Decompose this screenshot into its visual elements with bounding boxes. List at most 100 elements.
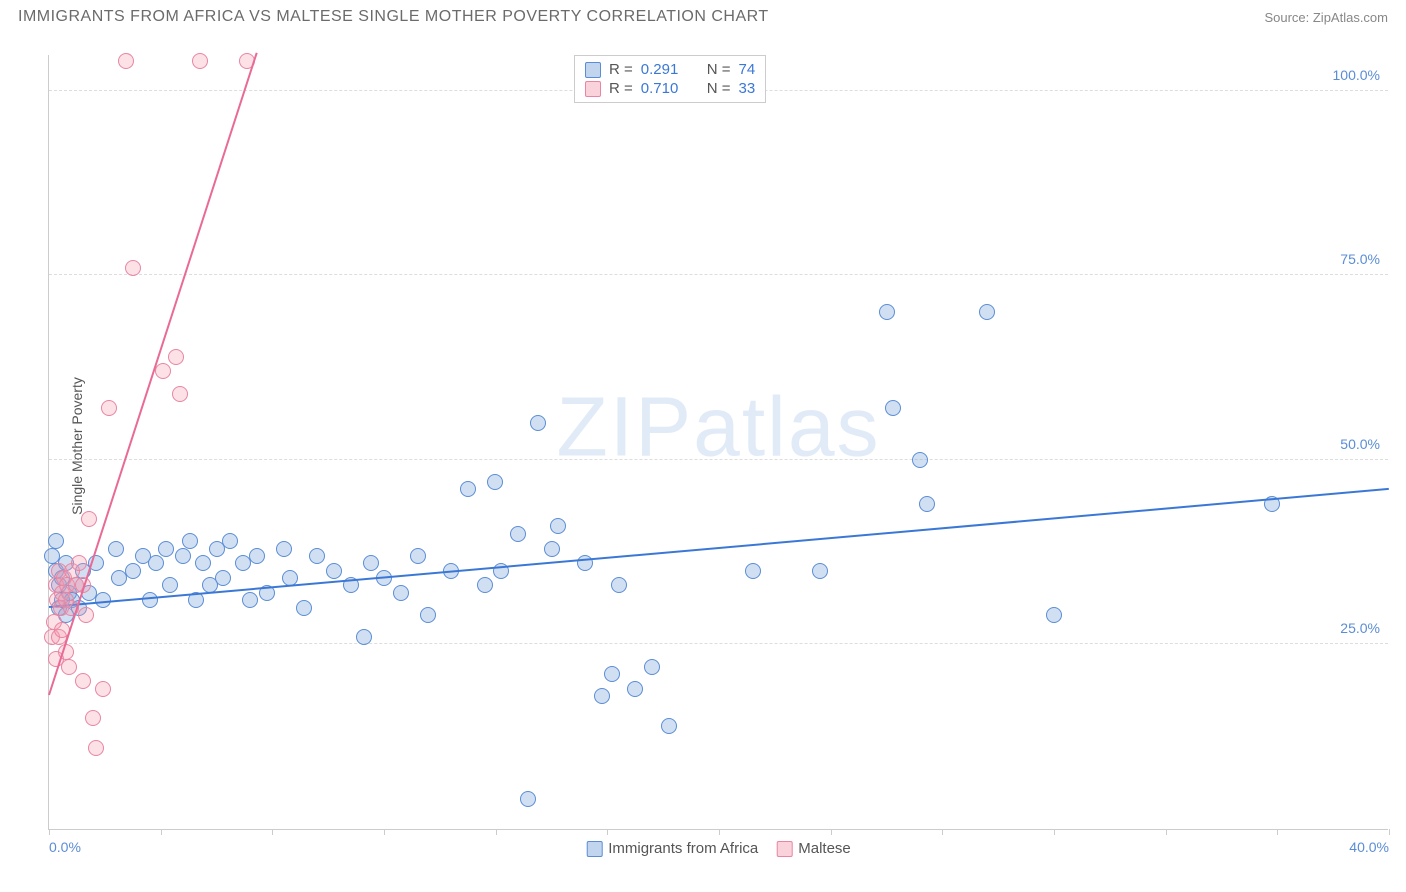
gridline xyxy=(49,274,1388,275)
data-point xyxy=(745,563,761,579)
correlation-legend: R = 0.291 N = 74 R = 0.710 N = 33 xyxy=(574,55,766,103)
data-point xyxy=(222,533,238,549)
legend-item: Immigrants from Africa xyxy=(586,840,758,857)
legend-row: R = 0.710 N = 33 xyxy=(585,79,755,98)
data-point xyxy=(75,673,91,689)
data-point xyxy=(363,555,379,571)
scatter-chart: ZIPatlas 25.0%50.0%75.0%100.0%0.0%40.0%R… xyxy=(48,55,1388,830)
gridline xyxy=(49,643,1388,644)
x-tick xyxy=(272,829,273,835)
data-point xyxy=(168,349,184,365)
r-value: 0.710 xyxy=(641,80,693,97)
legend-swatch xyxy=(776,841,792,857)
legend-label: Immigrants from Africa xyxy=(608,840,758,857)
data-point xyxy=(420,607,436,623)
x-tick xyxy=(942,829,943,835)
x-tick xyxy=(49,829,50,835)
data-point xyxy=(162,577,178,593)
data-point xyxy=(594,688,610,704)
data-point xyxy=(101,400,117,416)
data-point xyxy=(393,585,409,601)
data-point xyxy=(510,526,526,542)
n-value: 74 xyxy=(739,61,756,78)
data-point xyxy=(249,548,265,564)
data-point xyxy=(85,710,101,726)
data-point xyxy=(356,629,372,645)
watermark-text: ZIPatlas xyxy=(556,378,880,475)
data-point xyxy=(520,791,536,807)
y-tick-label: 25.0% xyxy=(1340,620,1380,636)
data-point xyxy=(812,563,828,579)
n-label: N = xyxy=(707,80,731,97)
data-point xyxy=(604,666,620,682)
data-point xyxy=(108,541,124,557)
x-tick xyxy=(496,829,497,835)
data-point xyxy=(627,681,643,697)
data-point xyxy=(118,53,134,69)
y-tick-label: 50.0% xyxy=(1340,436,1380,452)
data-point xyxy=(155,363,171,379)
data-point xyxy=(242,592,258,608)
data-point xyxy=(979,304,995,320)
data-point xyxy=(148,555,164,571)
data-point xyxy=(661,718,677,734)
data-point xyxy=(326,563,342,579)
r-label: R = xyxy=(609,80,633,97)
data-point xyxy=(195,555,211,571)
data-point xyxy=(296,600,312,616)
data-point xyxy=(215,570,231,586)
data-point xyxy=(276,541,292,557)
x-tick xyxy=(831,829,832,835)
legend-swatch xyxy=(585,62,601,78)
legend-row: R = 0.291 N = 74 xyxy=(585,60,755,79)
data-point xyxy=(477,577,493,593)
x-tick xyxy=(384,829,385,835)
y-tick-label: 75.0% xyxy=(1340,251,1380,267)
y-tick-label: 100.0% xyxy=(1333,67,1380,83)
chart-title: IMMIGRANTS FROM AFRICA VS MALTESE SINGLE… xyxy=(18,8,769,26)
data-point xyxy=(460,481,476,497)
x-tick xyxy=(161,829,162,835)
r-label: R = xyxy=(609,61,633,78)
x-tick xyxy=(1277,829,1278,835)
x-tick xyxy=(1389,829,1390,835)
data-point xyxy=(919,496,935,512)
legend-swatch xyxy=(585,81,601,97)
data-point xyxy=(912,452,928,468)
data-point xyxy=(172,386,188,402)
data-point xyxy=(885,400,901,416)
data-point xyxy=(530,415,546,431)
n-label: N = xyxy=(707,61,731,78)
data-point xyxy=(61,659,77,675)
data-point xyxy=(125,260,141,276)
data-point xyxy=(611,577,627,593)
data-point xyxy=(192,53,208,69)
x-tick-label: 40.0% xyxy=(1349,839,1389,855)
data-point xyxy=(95,681,111,697)
legend-label: Maltese xyxy=(798,840,851,857)
n-value: 33 xyxy=(739,80,756,97)
x-tick-label: 0.0% xyxy=(49,839,81,855)
source-attribution: Source: ZipAtlas.com xyxy=(1264,10,1388,25)
data-point xyxy=(175,548,191,564)
series-legend: Immigrants from Africa Maltese xyxy=(586,840,851,857)
x-tick xyxy=(719,829,720,835)
legend-swatch xyxy=(586,841,602,857)
data-point xyxy=(309,548,325,564)
data-point xyxy=(410,548,426,564)
data-point xyxy=(1046,607,1062,623)
data-point xyxy=(81,511,97,527)
legend-item: Maltese xyxy=(776,840,851,857)
data-point xyxy=(78,607,94,623)
data-point xyxy=(487,474,503,490)
data-point xyxy=(88,740,104,756)
data-point xyxy=(158,541,174,557)
data-point xyxy=(48,533,64,549)
data-point xyxy=(550,518,566,534)
x-tick xyxy=(1166,829,1167,835)
x-tick xyxy=(607,829,608,835)
data-point xyxy=(142,592,158,608)
r-value: 0.291 xyxy=(641,61,693,78)
data-point xyxy=(71,555,87,571)
data-point xyxy=(544,541,560,557)
